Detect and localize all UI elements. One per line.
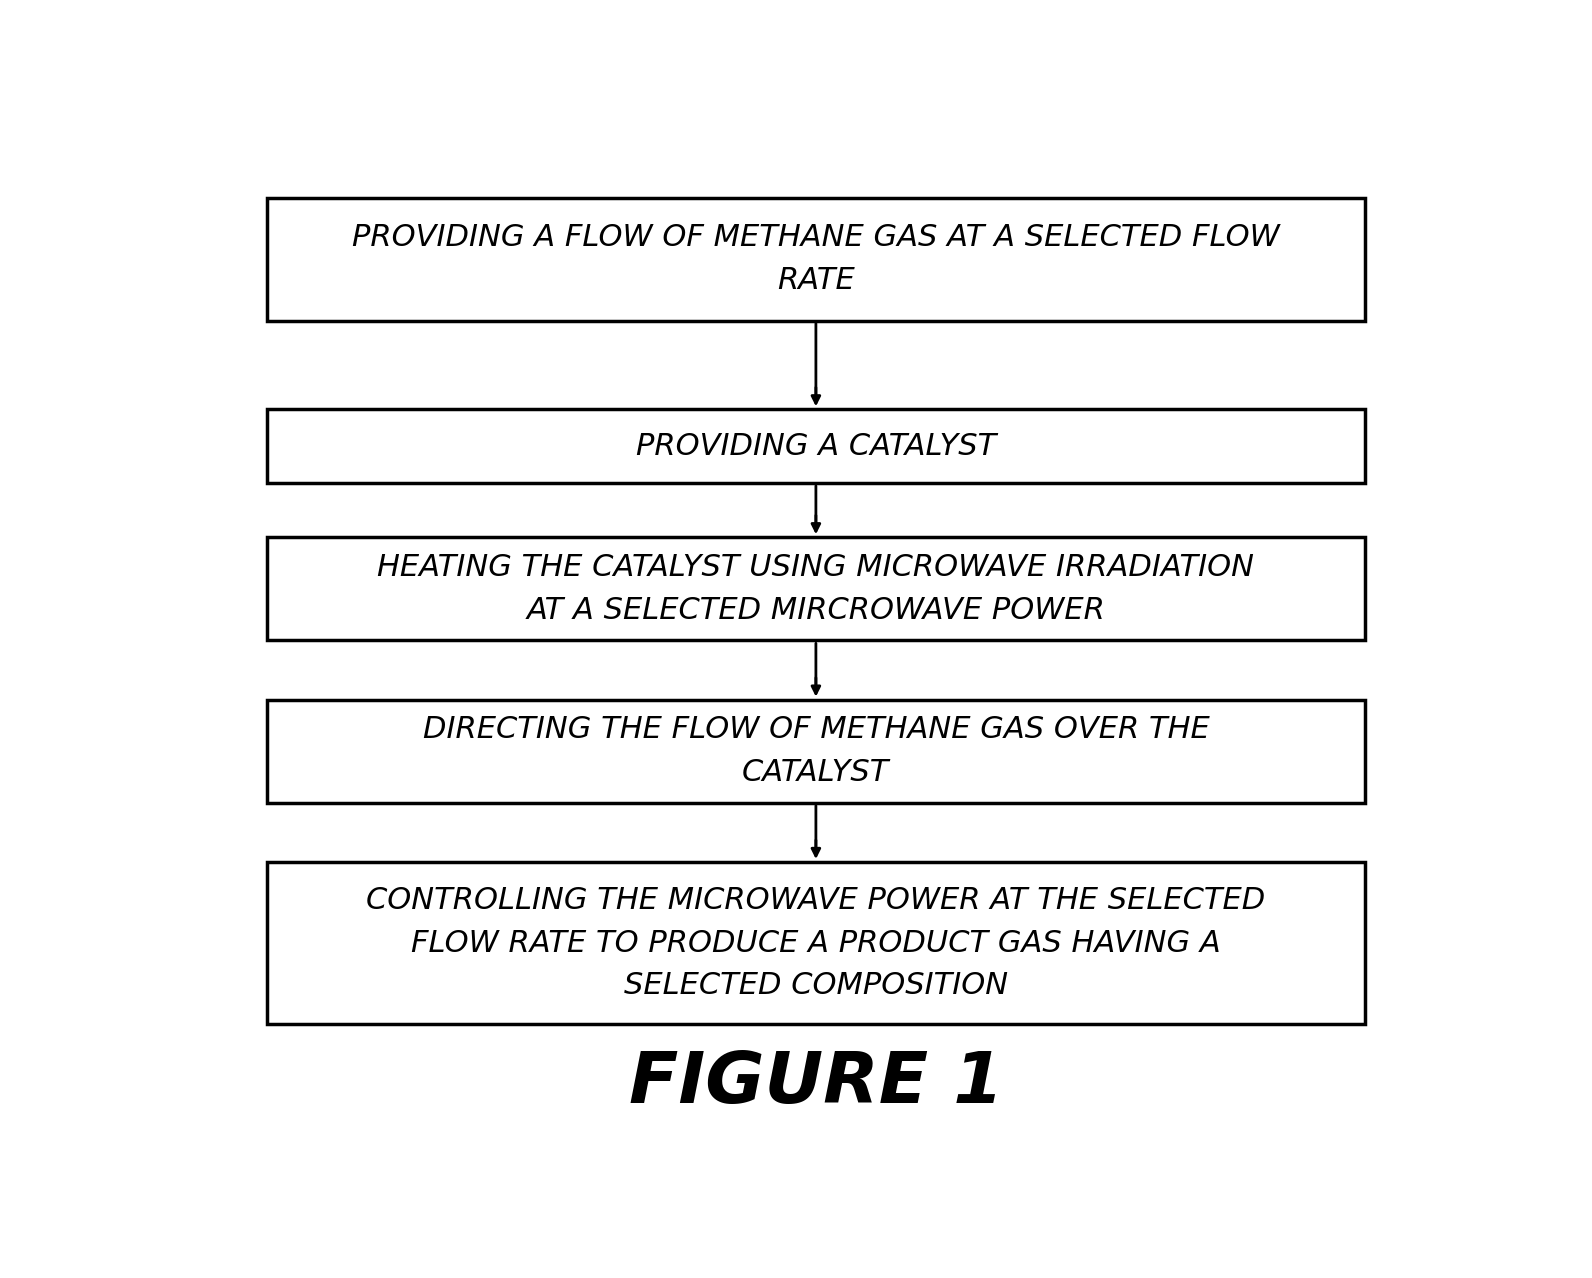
FancyBboxPatch shape (267, 198, 1364, 321)
FancyBboxPatch shape (267, 537, 1364, 640)
Text: HEATING THE CATALYST USING MICROWAVE IRRADIATION
AT A SELECTED MIRCROWAVE POWER: HEATING THE CATALYST USING MICROWAVE IRR… (377, 553, 1254, 625)
FancyBboxPatch shape (267, 861, 1364, 1024)
Text: PROVIDING A CATALYST: PROVIDING A CATALYST (635, 432, 997, 460)
FancyBboxPatch shape (267, 699, 1364, 803)
Text: FIGURE 1: FIGURE 1 (629, 1049, 1003, 1118)
Text: CONTROLLING THE MICROWAVE POWER AT THE SELECTED
FLOW RATE TO PRODUCE A PRODUCT G: CONTROLLING THE MICROWAVE POWER AT THE S… (366, 886, 1266, 1001)
Text: DIRECTING THE FLOW OF METHANE GAS OVER THE
CATALYST: DIRECTING THE FLOW OF METHANE GAS OVER T… (422, 716, 1210, 787)
FancyBboxPatch shape (267, 409, 1364, 483)
Text: PROVIDING A FLOW OF METHANE GAS AT A SELECTED FLOW
RATE: PROVIDING A FLOW OF METHANE GAS AT A SEL… (352, 224, 1280, 295)
